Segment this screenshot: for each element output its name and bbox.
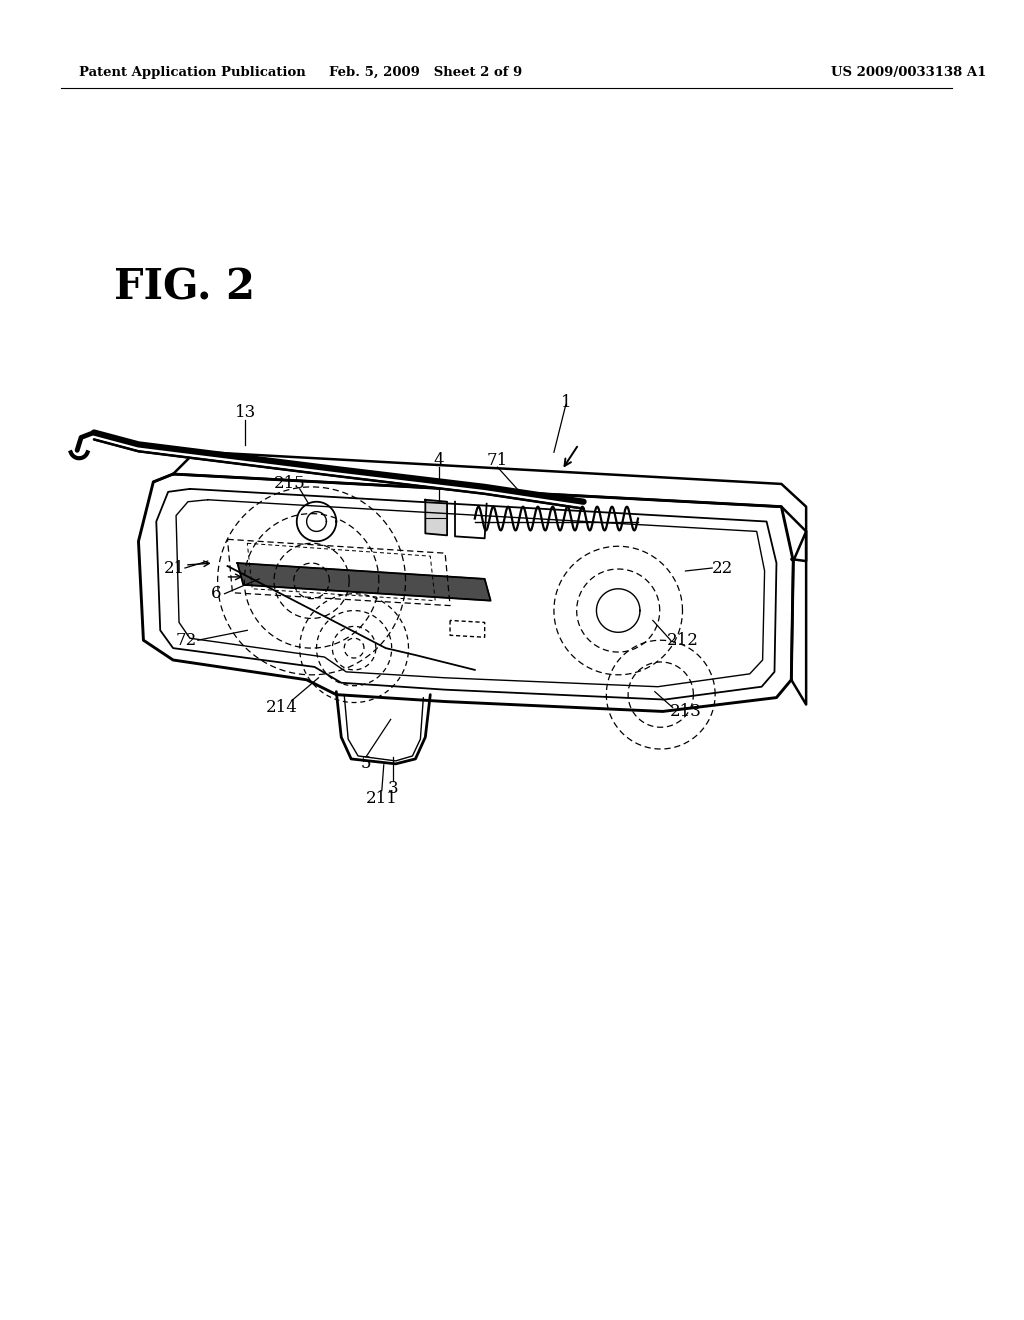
Text: Feb. 5, 2009   Sheet 2 of 9: Feb. 5, 2009 Sheet 2 of 9 xyxy=(329,66,522,79)
Text: 22: 22 xyxy=(712,560,733,577)
Text: 3: 3 xyxy=(387,780,398,797)
Polygon shape xyxy=(425,500,447,536)
Text: US 2009/0033138 A1: US 2009/0033138 A1 xyxy=(830,66,986,79)
Text: 13: 13 xyxy=(234,404,256,421)
Text: 214: 214 xyxy=(266,700,298,715)
Text: 5: 5 xyxy=(360,755,372,772)
Polygon shape xyxy=(94,433,584,508)
Text: Patent Application Publication: Patent Application Publication xyxy=(79,66,306,79)
Text: 4: 4 xyxy=(434,451,444,469)
Text: 211: 211 xyxy=(366,789,397,807)
Polygon shape xyxy=(238,564,490,601)
Text: 215: 215 xyxy=(274,475,306,492)
Text: 1: 1 xyxy=(560,395,571,412)
Text: 6: 6 xyxy=(210,585,221,602)
Text: 212: 212 xyxy=(667,632,698,648)
Text: 213: 213 xyxy=(670,704,701,719)
Text: FIG. 2: FIG. 2 xyxy=(114,267,255,309)
Text: 21: 21 xyxy=(164,560,184,577)
Text: 71: 71 xyxy=(486,451,508,469)
Text: 72: 72 xyxy=(175,632,197,648)
